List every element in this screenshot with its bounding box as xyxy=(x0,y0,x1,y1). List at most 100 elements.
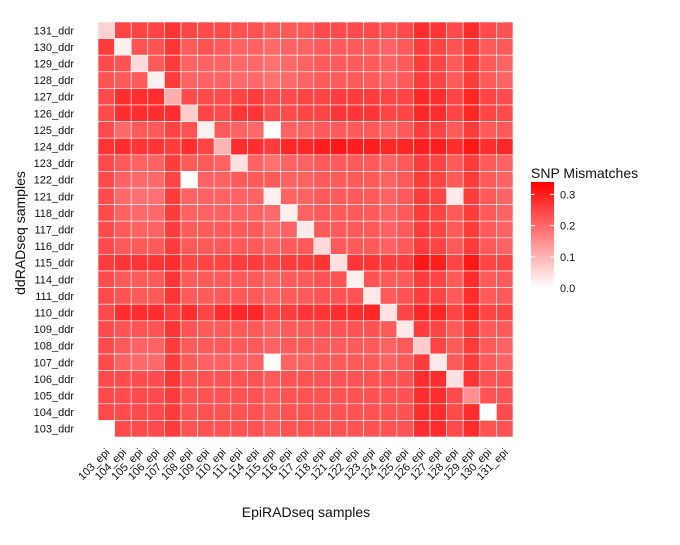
heatmap-cell-131_ddr-129_epi xyxy=(462,21,481,39)
heatmap-cell-118_ddr-118_epi xyxy=(313,204,331,222)
heatmap-cell-103_ddr-117_epi xyxy=(296,420,315,438)
heatmap-cell-122_ddr-124_epi xyxy=(379,171,398,189)
heatmap-cell-110_ddr-124_epi xyxy=(379,303,398,322)
heatmap-cell-122_ddr-118_epi xyxy=(313,171,331,189)
heatmap-cell-129_ddr-127_epi xyxy=(429,54,447,73)
heatmap-cell-111_ddr-111_epi xyxy=(230,287,248,305)
heatmap-cell-115_ddr-128_epi xyxy=(446,254,464,272)
heatmap-cell-125_ddr-108_epi xyxy=(180,121,198,139)
heatmap-cell-106_ddr-117_epi xyxy=(296,370,315,388)
heatmap-cell-116_ddr-131_epi xyxy=(496,237,514,255)
heatmap-cell-130_ddr-129_epi xyxy=(462,38,481,56)
heatmap-cell-110_ddr-103_epi xyxy=(97,303,115,322)
heatmap-cell-118_ddr-114_epi xyxy=(247,204,265,222)
heatmap-cell-122_ddr-103_epi xyxy=(97,171,115,189)
heatmap-cell-123_ddr-106_epi xyxy=(147,154,165,172)
heatmap-cell-106_ddr-115_epi xyxy=(263,370,281,388)
heatmap-cell-126_ddr-123_epi xyxy=(363,104,381,122)
heatmap-cell-127_ddr-129_epi xyxy=(462,88,481,106)
heatmap-cell-111_ddr-114_epi xyxy=(247,287,265,305)
heatmap-cell-103_ddr-121_epi xyxy=(330,420,348,438)
heatmap-cell-104_ddr-114_epi xyxy=(247,403,265,421)
heatmap-cell-110_ddr-114_epi xyxy=(247,303,265,322)
heatmap-cell-128_ddr-114_epi xyxy=(247,71,265,89)
heatmap-cell-107_ddr-131_epi xyxy=(496,353,514,371)
heatmap-cell-122_ddr-130_epi xyxy=(479,171,497,189)
y-tick-label: 111_ddr xyxy=(35,291,74,303)
heatmap-cell-114_ddr-106_epi xyxy=(147,270,165,288)
heatmap-cell-110_ddr-126_epi xyxy=(413,303,431,322)
heatmap-cell-115_ddr-122_epi xyxy=(346,254,364,272)
heatmap-cell-117_ddr-111_epi xyxy=(230,220,248,239)
heatmap-cell-103_ddr-104_epi xyxy=(114,420,132,438)
heatmap-cell-123_ddr-117_epi xyxy=(296,154,315,172)
heatmap-cell-125_ddr-127_epi xyxy=(429,121,447,139)
heatmap-cell-105_ddr-125_epi xyxy=(396,386,414,405)
y-tick-label: 115_ddr xyxy=(34,258,74,270)
heatmap-cell-108_ddr-124_epi xyxy=(379,337,398,355)
heatmap-cell-114_ddr-110_epi xyxy=(213,270,232,288)
heatmap-cell-105_ddr-110_epi xyxy=(213,386,232,405)
heatmap-cell-131_ddr-122_epi xyxy=(346,21,364,39)
heatmap-cell-108_ddr-107_epi xyxy=(164,337,182,355)
heatmap-cell-124_ddr-126_epi xyxy=(413,137,431,156)
heatmap-cell-124_ddr-115_epi xyxy=(263,137,281,156)
heatmap-cell-103_ddr-130_epi xyxy=(479,420,497,438)
heatmap-cell-106_ddr-128_epi xyxy=(446,370,464,388)
heatmap-cell-103_ddr-131_epi xyxy=(496,420,514,438)
heatmap-cell-106_ddr-114_epi xyxy=(247,370,265,388)
heatmap-cell-116_ddr-123_epi xyxy=(363,237,381,255)
heatmap-cell-116_ddr-127_epi xyxy=(429,237,447,255)
heatmap-cell-115_ddr-117_epi xyxy=(296,254,315,272)
heatmap-cell-107_ddr-116_epi xyxy=(280,353,298,371)
heatmap-cell-116_ddr-110_epi xyxy=(213,237,232,255)
heatmap-cell-127_ddr-130_epi xyxy=(479,88,497,106)
heatmap-cell-104_ddr-128_epi xyxy=(446,403,464,421)
heatmap-cell-104_ddr-121_epi xyxy=(330,403,348,421)
heatmap-cell-111_ddr-109_epi xyxy=(197,287,215,305)
heatmap-cell-103_ddr-110_epi xyxy=(213,420,232,438)
y-tick-label: 130_ddr xyxy=(34,42,75,54)
heatmap-cell-122_ddr-115_epi xyxy=(263,171,281,189)
heatmap-cell-124_ddr-106_epi xyxy=(147,137,165,156)
heatmap-cell-109_ddr-116_epi xyxy=(280,320,298,338)
heatmap-cell-130_ddr-108_epi xyxy=(180,38,198,56)
heatmap-cell-131_ddr-103_epi xyxy=(97,21,115,39)
heatmap-cell-124_ddr-127_epi xyxy=(429,137,447,156)
heatmap-cell-118_ddr-107_epi xyxy=(164,204,182,222)
heatmap-cell-129_ddr-129_epi xyxy=(462,54,481,73)
heatmap-cell-104_ddr-118_epi xyxy=(313,403,331,421)
heatmap-cell-115_ddr-127_epi xyxy=(429,254,447,272)
heatmap-cell-125_ddr-118_epi xyxy=(313,121,331,139)
heatmap-cell-104_ddr-129_epi xyxy=(462,403,481,421)
heatmap-cell-107_ddr-118_epi xyxy=(313,353,331,371)
heatmap-cell-127_ddr-124_epi xyxy=(379,88,398,106)
heatmap-cell-122_ddr-121_epi xyxy=(330,171,348,189)
heatmap-cell-122_ddr-105_epi xyxy=(130,171,149,189)
heatmap-cell-131_ddr-121_epi xyxy=(330,21,348,39)
heatmap-cell-117_ddr-129_epi xyxy=(462,220,481,239)
heatmap-cell-128_ddr-115_epi xyxy=(263,71,281,89)
heatmap-cell-104_ddr-107_epi xyxy=(164,403,182,421)
heatmap-cell-107_ddr-114_epi xyxy=(247,353,265,371)
heatmap-cell-130_ddr-128_epi xyxy=(446,38,464,56)
heatmap-cell-130_ddr-117_epi xyxy=(296,38,315,56)
heatmap-cell-125_ddr-105_epi xyxy=(130,121,149,139)
heatmap-cell-106_ddr-130_epi xyxy=(479,370,497,388)
heatmap-cell-108_ddr-129_epi xyxy=(462,337,481,355)
heatmap-cell-124_ddr-116_epi xyxy=(280,137,298,156)
heatmap-cell-130_ddr-125_epi xyxy=(396,38,414,56)
heatmap-cell-109_ddr-129_epi xyxy=(462,320,481,338)
heatmap-cell-116_ddr-103_epi xyxy=(97,237,115,255)
heatmap-cell-118_ddr-106_epi xyxy=(147,204,165,222)
heatmap-cell-121_ddr-129_epi xyxy=(462,187,481,205)
heatmap-cell-111_ddr-103_epi xyxy=(97,287,115,305)
heatmap-cell-124_ddr-108_epi xyxy=(180,137,198,156)
heatmap-cell-109_ddr-114_epi xyxy=(247,320,265,338)
heatmap-cell-114_ddr-129_epi xyxy=(462,270,481,288)
y-tick-label: 106_ddr xyxy=(34,374,75,386)
heatmap-cell-108_ddr-128_epi xyxy=(446,337,464,355)
heatmap-cell-118_ddr-128_epi xyxy=(446,204,464,222)
heatmap-cell-124_ddr-104_epi xyxy=(114,137,132,156)
heatmap-cell-117_ddr-108_epi xyxy=(180,220,198,239)
